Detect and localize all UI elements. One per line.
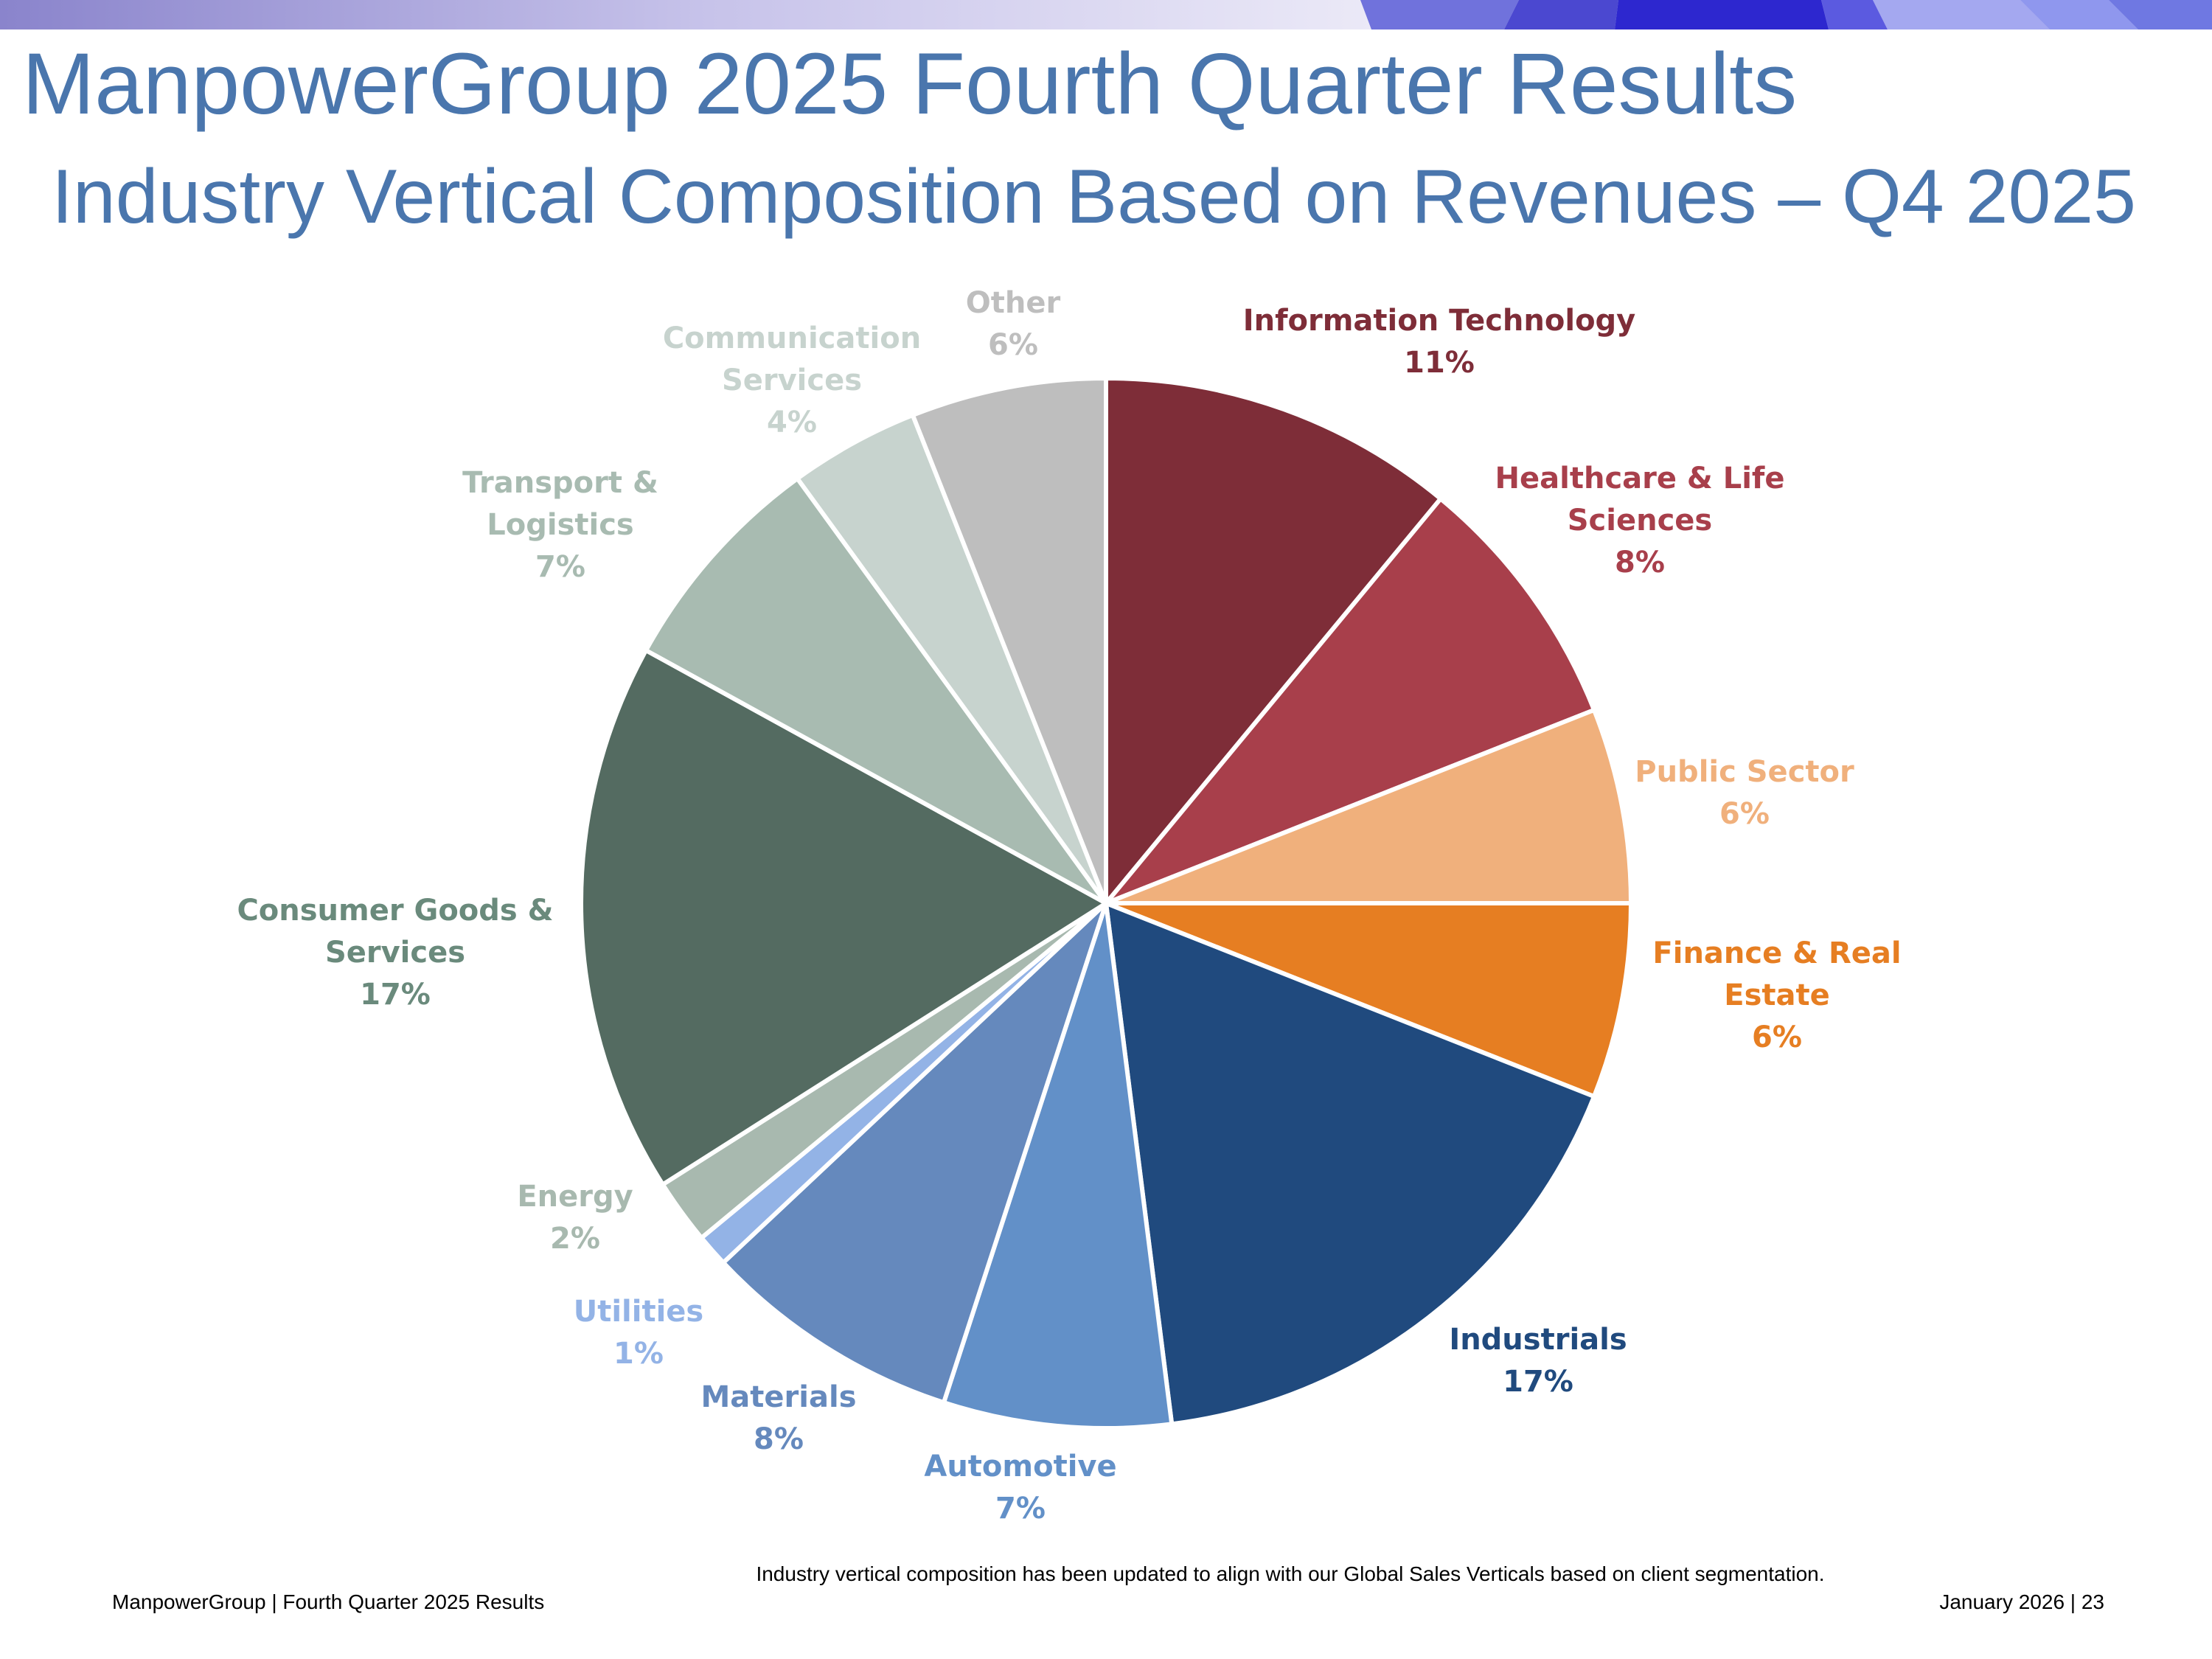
slice-percent: 7% bbox=[995, 1492, 1046, 1526]
slice-name: Energy bbox=[517, 1180, 633, 1214]
slice-name: Other bbox=[966, 286, 1061, 320]
slice-percent: 2% bbox=[550, 1222, 600, 1256]
slice-percent: 17% bbox=[1503, 1365, 1573, 1399]
slice-name: Estate bbox=[1724, 978, 1830, 1012]
slice-name: Public Sector bbox=[1635, 755, 1854, 789]
slice-label-energy: Energy 2% bbox=[517, 1180, 633, 1256]
slice-name: Communication bbox=[663, 321, 921, 355]
slice-percent: 4% bbox=[767, 406, 817, 439]
pie-slice-information-technology bbox=[1104, 376, 1443, 905]
slice-percent: 6% bbox=[988, 328, 1038, 362]
pie-slice-public-sector bbox=[1104, 707, 1633, 905]
slice-label-public-sector: Public Sector 6% bbox=[1635, 755, 1854, 831]
pie-slice-other bbox=[910, 376, 1108, 905]
pie-slice-transport-and-logistics bbox=[644, 476, 1108, 905]
slice-name: Logistics bbox=[487, 508, 633, 542]
slide-subtitle: Industry Vertical Composition Based on R… bbox=[52, 154, 2136, 240]
pie-slice-healthcare-and-life-sciences bbox=[1104, 496, 1596, 905]
decorative-top-banner bbox=[0, 0, 2212, 29]
footer-left: ManpowerGroup | Fourth Quarter 2025 Resu… bbox=[112, 1590, 545, 1613]
pie-labels: Information Technology 11% Healthcare & Li… bbox=[237, 286, 1901, 1526]
slice-label-industrials: Industrials 17% bbox=[1449, 1323, 1627, 1399]
slice-label-materials: Materials 8% bbox=[701, 1380, 857, 1456]
slice-label-utilities: Utilities 1% bbox=[574, 1295, 704, 1371]
slice-label-healthcare-and-life-sciences: Healthcare & Life Sciences 8% bbox=[1495, 462, 1785, 580]
pie-slices bbox=[579, 376, 1633, 1430]
pie-slice-finance-and-real-estate bbox=[1104, 901, 1633, 1099]
slice-name: Finance & Real bbox=[1652, 936, 1901, 970]
slice-percent: 11% bbox=[1404, 346, 1475, 380]
slice-name: Materials bbox=[701, 1380, 857, 1414]
slice-label-communication-services: Communication Services 4% bbox=[663, 321, 921, 439]
slice-percent: 8% bbox=[1615, 546, 1665, 580]
footer-right: January 2026 | 23 bbox=[1939, 1590, 2104, 1613]
pie-slice-industrials bbox=[1104, 901, 1596, 1427]
slice-percent: 8% bbox=[754, 1422, 804, 1456]
slice-name: Automotive bbox=[924, 1450, 1116, 1484]
slice-name: Consumer Goods & bbox=[237, 894, 553, 928]
footnote: Industry vertical composition has been u… bbox=[756, 1562, 1825, 1585]
slice-name: Sciences bbox=[1568, 504, 1712, 538]
slice-percent: 6% bbox=[1752, 1020, 1802, 1054]
slice-percent: 6% bbox=[1719, 797, 1770, 831]
slice-name: Services bbox=[325, 936, 465, 970]
slice-percent: 17% bbox=[360, 978, 431, 1012]
slice-label-automotive: Automotive 7% bbox=[924, 1450, 1116, 1526]
slice-percent: 1% bbox=[613, 1337, 664, 1371]
pie-slice-materials bbox=[720, 901, 1108, 1405]
banner-graphic bbox=[0, 0, 2212, 29]
slice-name: Information Technology bbox=[1243, 304, 1636, 338]
pie-slice-consumer-goods-and-services bbox=[579, 647, 1108, 1187]
slice-label-information-technology: Information Technology 11% bbox=[1243, 304, 1636, 380]
slice-label-consumer-goods-and-services: Consumer Goods & Services 17% bbox=[237, 894, 553, 1012]
pie-slice-communication-services bbox=[795, 413, 1108, 905]
slice-name: Healthcare & Life bbox=[1495, 462, 1785, 495]
slice-label-other: Other 6% bbox=[966, 286, 1061, 362]
slice-label-finance-and-real-estate: Finance & Real Estate 6% bbox=[1652, 936, 1901, 1054]
slice-percent: 7% bbox=[535, 550, 585, 584]
pie-slice-automotive bbox=[941, 901, 1175, 1430]
slice-name: Services bbox=[722, 364, 862, 397]
slice-name: Utilities bbox=[574, 1295, 704, 1329]
slice-name: Industrials bbox=[1449, 1323, 1627, 1357]
slice-label-transport-and-logistics: Transport & Logistics 7% bbox=[462, 466, 658, 584]
slide-title: ManpowerGroup 2025 Fourth Quarter Result… bbox=[22, 35, 1798, 133]
slice-name: Transport & bbox=[462, 466, 658, 500]
